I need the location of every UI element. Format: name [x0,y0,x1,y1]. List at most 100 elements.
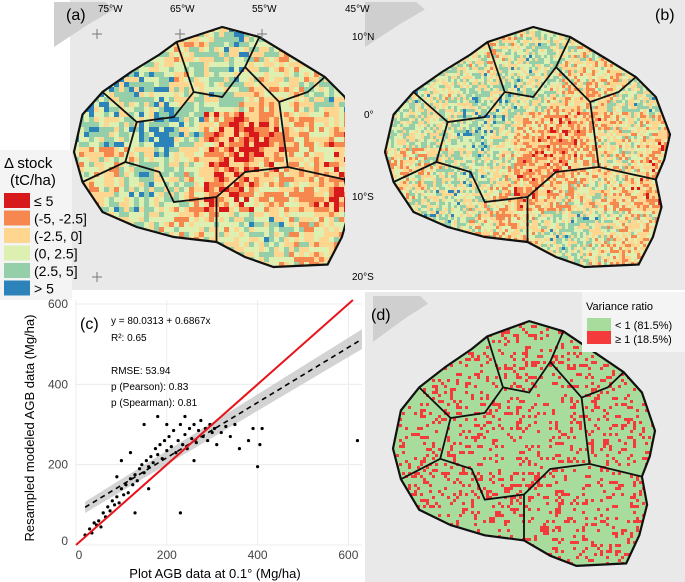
map-cell [448,79,452,83]
map-cell [481,79,485,83]
map-cell [244,92,250,98]
map-cell [329,237,335,243]
map-cell [299,232,305,238]
map-cell [109,112,115,118]
map-cell [553,73,557,77]
map-cell [189,187,195,193]
map-cell [445,88,449,92]
map-cell [239,82,245,88]
map-cell [209,52,215,58]
map-cell [556,49,560,53]
map-cell [274,102,280,108]
map-cell [547,64,551,68]
map-cell [484,79,488,83]
map-cell [535,61,539,65]
map-cell [556,52,560,56]
map-cell [592,52,596,56]
map-cell [274,172,280,178]
map-cell [299,117,305,123]
map-cell [209,72,215,78]
map-cell [249,87,255,93]
map-cell [219,97,225,103]
map-cell [284,217,290,223]
map-cell [219,237,225,243]
map-cell [562,37,566,41]
map-cell [249,232,255,238]
map-cell [154,217,160,223]
map-cell [334,157,340,163]
map-cell [589,82,593,86]
map-cell [94,107,100,113]
map-cell [184,52,190,58]
map-cell [592,76,596,80]
map-cell [559,82,563,86]
map-cell [179,72,185,78]
map-cell [484,85,488,89]
map-cell [174,147,180,153]
map-cell [329,187,335,193]
map-cell [109,177,115,183]
map-cell [204,67,210,73]
map-cell [294,82,300,88]
map-cell [274,47,280,53]
map-cell [184,112,190,118]
map-cell [259,232,265,238]
map-cell [279,152,285,158]
map-cell [289,167,295,173]
map-cell [568,76,572,80]
map-cell [556,82,560,86]
map-cell [214,167,220,173]
map-cell [499,61,503,65]
map-cell [508,49,512,53]
map-cell [505,64,509,68]
map-cell [553,82,557,86]
map-cell [84,137,90,143]
map-cell [550,79,554,83]
map-cell [577,70,581,74]
map-cell [319,222,325,228]
map-cell [294,107,300,113]
map-cell [124,132,130,138]
map-cell [466,61,470,65]
map-cell [535,49,539,53]
map-cell [478,82,482,86]
map-cell [264,47,270,53]
map-cell [194,77,200,83]
map-cell [309,162,315,168]
map-cell [299,137,305,143]
map-cell [249,102,255,108]
map-cell [259,77,265,83]
map-cell [284,247,290,253]
land-b [365,2,425,47]
map-cell [149,162,155,168]
map-cell [169,112,175,118]
map-cell [289,77,295,83]
map-cell [164,192,170,198]
map-cell [523,61,527,65]
map-cell [134,157,140,163]
map-cell [505,46,509,50]
map-cell [505,76,509,80]
map-cell [234,232,240,238]
map-cell [586,73,590,77]
map-cell [239,92,245,98]
map-cell [224,87,230,93]
map-cell [134,82,140,88]
map-cell [254,47,260,53]
map-cell [169,187,175,193]
map-cell [319,117,325,123]
map-cell [139,167,145,173]
map-cell [254,97,260,103]
map-cell [194,182,200,188]
map-cell [94,197,100,203]
map-cell [460,85,464,89]
map-cell [259,52,265,58]
map-cell [294,212,300,218]
map-cell [583,76,587,80]
map-cell [119,82,125,88]
map-cell [319,122,325,128]
map-cell [219,42,225,48]
map-cell [517,70,521,74]
map-cell [149,92,155,98]
map-cell [114,202,120,208]
